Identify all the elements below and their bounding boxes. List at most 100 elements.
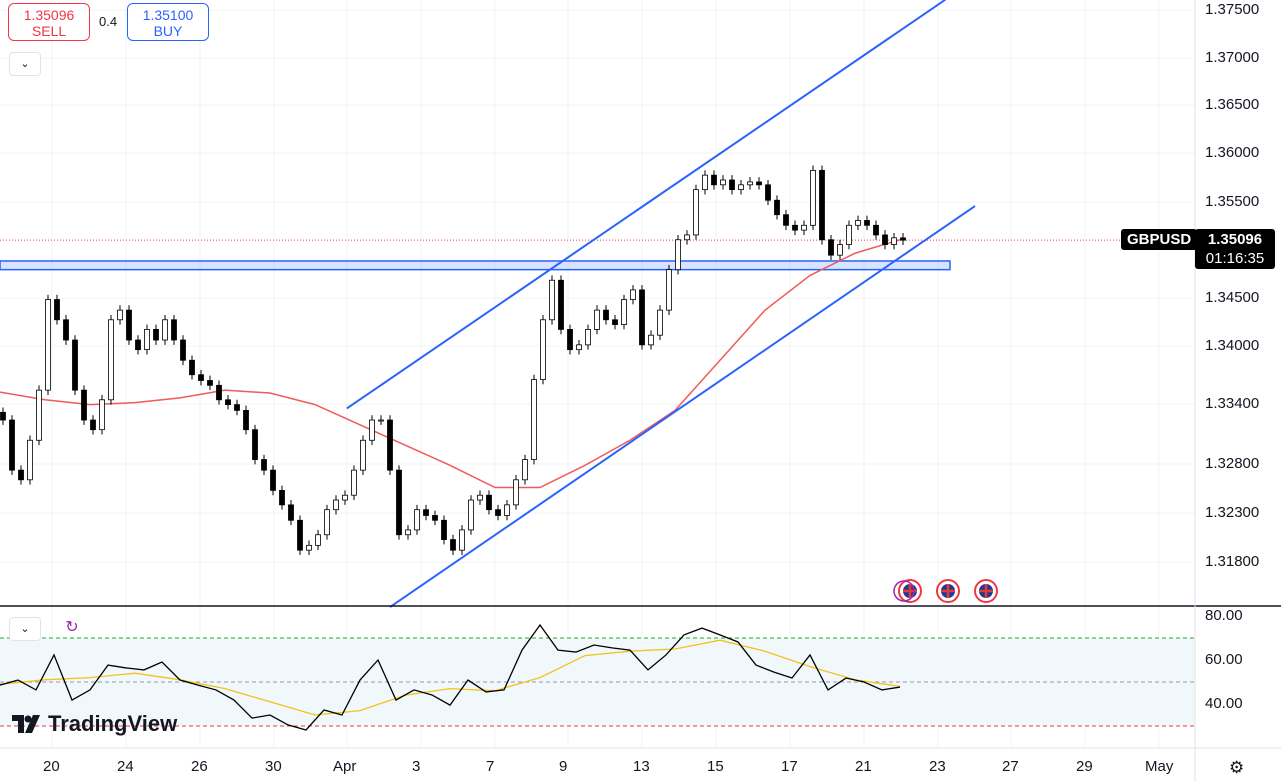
candle	[612, 314, 618, 330]
candle	[567, 324, 573, 355]
candle	[90, 415, 96, 435]
uk-flag-icon	[936, 579, 960, 603]
candle	[432, 510, 438, 526]
candle	[45, 294, 51, 395]
price-tick-label: 1.32800	[1205, 455, 1260, 472]
price-tick-label: 1.31800	[1205, 553, 1260, 570]
candle-body	[189, 359, 195, 376]
candle	[540, 314, 546, 385]
candle-body	[126, 309, 132, 341]
candle	[864, 215, 870, 231]
candle	[729, 175, 735, 195]
buy-button[interactable]: 1.35100 BUY	[127, 3, 209, 41]
candle	[531, 374, 537, 465]
tradingview-logo[interactable]: TradingView	[12, 711, 177, 737]
moving-average-line	[0, 239, 901, 489]
buy-price: 1.35100	[142, 7, 194, 23]
candle-body	[657, 309, 663, 336]
candle	[639, 285, 645, 350]
candle	[693, 184, 699, 240]
candle-body	[135, 339, 141, 351]
candle	[585, 324, 591, 350]
candle-body	[684, 234, 690, 241]
candle	[414, 504, 420, 535]
price-tag: 1.35096 01:16:35	[1195, 229, 1275, 269]
candle	[99, 394, 105, 435]
candle	[774, 195, 780, 220]
candle	[63, 314, 69, 345]
candle-body	[0, 411, 6, 421]
candle-body	[702, 174, 708, 191]
event-marker	[893, 580, 915, 602]
candle-body	[801, 224, 807, 231]
candle-body	[522, 459, 528, 481]
candle-body	[468, 499, 474, 531]
candle-body	[648, 334, 654, 346]
candle-body	[900, 237, 906, 241]
candle-body	[783, 214, 789, 226]
candle	[117, 305, 123, 325]
candle	[306, 540, 312, 555]
candle-body	[693, 189, 699, 236]
candle-body	[225, 399, 231, 406]
candle	[396, 465, 402, 540]
candle	[153, 324, 159, 345]
refresh-icon[interactable]: ↻	[65, 619, 79, 636]
candle	[702, 170, 708, 195]
candle	[792, 220, 798, 235]
candle	[756, 177, 762, 190]
candle-body	[72, 339, 78, 391]
candle-body	[486, 494, 492, 511]
candle-body	[504, 504, 510, 516]
collapse-main-button[interactable]: ⌄	[9, 52, 41, 76]
collapse-rsi-button[interactable]: ⌄	[9, 617, 41, 641]
candle-body	[81, 389, 87, 421]
tradingview-logo-icon	[12, 715, 40, 733]
candle	[801, 220, 807, 235]
candle	[873, 220, 879, 240]
candle	[387, 415, 393, 475]
candle	[657, 305, 663, 341]
candle	[441, 515, 447, 545]
candle	[27, 435, 33, 485]
rsi-tick-label: 40.00	[1205, 695, 1243, 712]
time-tick-label: 3	[412, 758, 421, 775]
candle	[162, 314, 168, 345]
chevron-down-icon: ⌄	[20, 623, 30, 635]
candle-body	[621, 299, 627, 325]
candle	[360, 435, 366, 475]
support-zone	[0, 260, 951, 271]
candle-body	[513, 479, 519, 506]
candle	[828, 234, 834, 261]
candle	[252, 424, 258, 465]
sell-button[interactable]: 1.35096 SELL	[8, 3, 90, 41]
gear-icon[interactable]: ⚙	[1229, 758, 1245, 777]
candle-body	[594, 309, 600, 330]
candle-body	[441, 519, 447, 540]
price-tick-label: 1.37000	[1205, 49, 1260, 66]
candle-body	[207, 380, 213, 386]
candle	[855, 215, 861, 231]
candle-body	[675, 239, 681, 271]
time-tick-label: 30	[265, 758, 282, 775]
candle-body	[531, 379, 537, 460]
candle-body	[27, 439, 33, 481]
candle-body	[585, 329, 591, 346]
candle	[270, 465, 276, 496]
rsi-tick-label: 60.00	[1205, 651, 1243, 668]
channel-upper-line	[346, 0, 946, 410]
candle	[594, 305, 600, 335]
candle	[765, 179, 771, 206]
brand-name: TradingView	[48, 711, 178, 736]
candle-body	[18, 469, 24, 481]
candle-body	[729, 179, 735, 191]
time-tick-label: 17	[781, 758, 798, 775]
candle-body	[630, 289, 636, 300]
candle	[243, 405, 249, 435]
candle	[495, 504, 501, 521]
candle	[0, 407, 6, 425]
price-tick-label: 1.34000	[1205, 337, 1260, 354]
time-tick-label: 13	[633, 758, 650, 775]
candle-body	[54, 299, 60, 321]
